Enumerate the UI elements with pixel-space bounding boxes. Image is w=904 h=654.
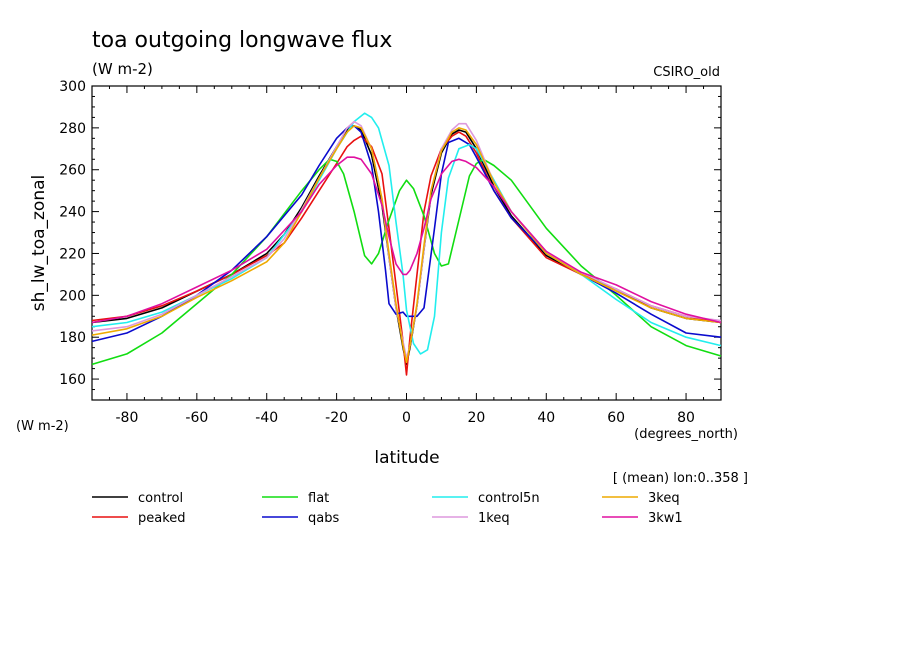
series-line-3keq: [91, 125, 722, 364]
series-line-control5n: [91, 112, 722, 355]
legend-label-flat: flat: [308, 491, 329, 506]
y-tick-label: 280: [59, 121, 86, 137]
legend: control peaked flat qabs control5n 1keq 3keq 3k…: [92, 491, 683, 526]
x-tick-label: -60: [185, 410, 208, 426]
series-line-3kw1: [91, 156, 722, 324]
series-line-qabs: [91, 125, 722, 343]
legend-label-peaked: peaked: [138, 511, 186, 526]
y-axis-units: (W m-2): [16, 419, 69, 434]
y-axis-label: sh_lw_toa_zonal: [29, 175, 49, 311]
chart-title: toa outgoing longwave flux: [92, 28, 392, 53]
legend-label-3kw1: 3kw1: [648, 511, 683, 526]
x-axis-label: latitude: [374, 448, 439, 468]
plot-frame: [91, 85, 722, 401]
y-tick-label: 300: [59, 79, 86, 95]
y-tick-label: 220: [59, 246, 86, 262]
series-line-peaked: [91, 131, 722, 376]
series-line-1keq: [91, 120, 722, 359]
y-tick-label: 200: [59, 288, 86, 304]
legend-label-qabs: qabs: [308, 511, 339, 526]
series-line-flat: [91, 158, 722, 366]
averaging-note: [ (mean) lon:0..358 ]: [613, 471, 748, 486]
series-line-control: [91, 125, 722, 366]
plot-area: -80 -60 -40 -20 0 20 40 60 80 160 180 200 220 240 260 2…: [59, 79, 722, 426]
legend-label-control: control: [138, 491, 183, 506]
chart-units: (W m-2): [92, 60, 153, 78]
y-tick-label: 260: [59, 163, 86, 179]
x-tick-label: -40: [255, 410, 278, 426]
y-tick-label: 240: [59, 205, 86, 221]
legend-label-control5n: control5n: [478, 491, 540, 506]
y-tick-label: 180: [59, 330, 86, 346]
x-tick-label: 60: [607, 410, 625, 426]
x-axis-units: (degrees_north): [634, 427, 738, 442]
x-tick-label: 80: [677, 410, 695, 426]
x-tick-label: 40: [537, 410, 555, 426]
x-tick-label: 0: [402, 410, 411, 426]
y-tick-label: 160: [59, 372, 86, 388]
model-label: CSIRO_old: [653, 65, 720, 80]
legend-label-1keq: 1keq: [478, 511, 510, 526]
legend-label-3keq: 3keq: [648, 491, 680, 506]
x-tick-label: -80: [116, 410, 139, 426]
x-tick-label: 20: [467, 410, 485, 426]
x-tick-label: -20: [325, 410, 348, 426]
